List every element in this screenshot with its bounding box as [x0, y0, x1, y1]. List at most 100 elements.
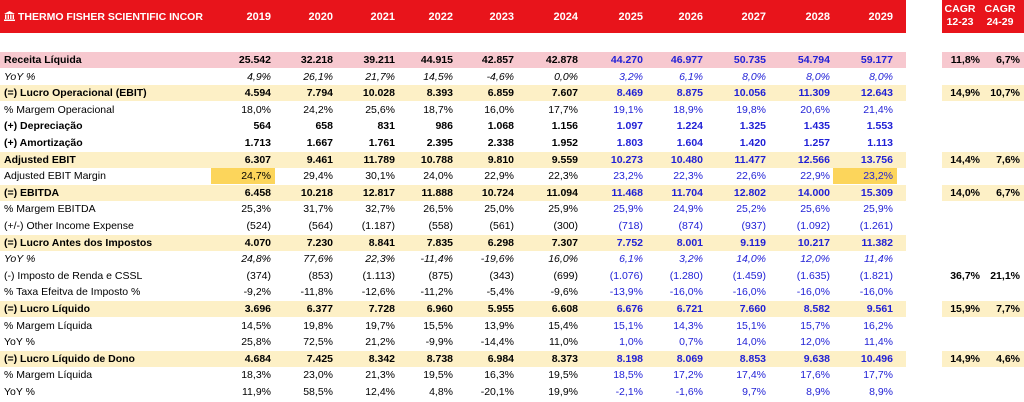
value-cell: 10.273 — [610, 154, 643, 166]
year-header-2024: 2024 — [553, 11, 578, 23]
value-cell: 15,1% — [736, 320, 766, 332]
value-cell: 31,7% — [303, 203, 333, 215]
value-cell: 58,5% — [303, 386, 333, 398]
year-header-2026: 2026 — [678, 11, 703, 23]
value-cell: 1.667 — [306, 137, 333, 149]
value-cell: 24,8% — [241, 253, 271, 265]
value-cell: 19,9% — [548, 386, 578, 398]
value-cell: 17,2% — [673, 369, 703, 381]
table-row: % Margem Líquida 18,3% 23,0% 21,3% 19,5% 16,3… — [0, 367, 906, 383]
row-label: Receita Líquida — [4, 54, 82, 66]
value-cell: 2.395 — [426, 137, 453, 149]
value-cell: 1.952 — [551, 137, 578, 149]
value-cell: 12,0% — [800, 253, 830, 265]
table-row: Adjusted EBIT Margin 24,7% 29,4% 30,1% 24,0%… — [0, 168, 906, 184]
value-cell: (1.821) — [859, 270, 893, 282]
row-label: % Margem Líquida — [4, 320, 93, 332]
cagr-value: 21,1% — [990, 270, 1020, 282]
table-row: % Margem Líquida 14,5% 19,8% 19,7% 15,5% 13,9… — [0, 318, 906, 334]
value-cell: 6,1% — [679, 71, 703, 83]
value-cell: 12.817 — [362, 187, 395, 199]
value-cell: 3,2% — [679, 253, 703, 265]
value-cell: 12.802 — [733, 187, 766, 199]
row-label: Adjusted EBIT — [4, 154, 76, 166]
value-cell: 5.955 — [487, 303, 514, 315]
value-cell: 10.218 — [300, 187, 333, 199]
value-cell: 21,2% — [365, 336, 395, 348]
value-cell: 0,7% — [679, 336, 703, 348]
value-cell: 1.097 — [616, 120, 643, 132]
value-cell: 7.307 — [551, 237, 578, 249]
cagr-row: 14,9% 4,6% — [942, 351, 1024, 367]
value-cell: 4.070 — [244, 237, 271, 249]
value-cell: 42.878 — [545, 54, 578, 66]
value-cell: -16,0% — [859, 286, 893, 298]
value-cell: 11.094 — [546, 187, 578, 199]
value-cell: 22,9% — [484, 170, 514, 182]
value-cell: 9,7% — [742, 386, 766, 398]
value-cell: 54.794 — [797, 54, 830, 66]
value-cell: 11.789 — [363, 154, 395, 166]
table-row: YoY % 4,9% 26,1% 21,7% 14,5% -4,6% 0,0% 3,2% 6,1… — [0, 69, 906, 85]
value-cell: 17,6% — [800, 369, 830, 381]
value-cell: 11.468 — [611, 187, 643, 199]
value-cell: 11,4% — [864, 336, 893, 348]
value-cell: 14,0% — [736, 253, 766, 265]
value-cell: 77,6% — [303, 253, 333, 265]
value-cell: 30,1% — [365, 170, 395, 182]
value-cell: 13.756 — [860, 154, 893, 166]
value-cell: 19,7% — [365, 320, 395, 332]
company-name: THERMO FISHER SCIENTIFIC INCOR — [18, 11, 203, 23]
value-cell: -20,1% — [480, 386, 514, 398]
value-cell: 22,3% — [365, 253, 395, 265]
value-cell: -9,9% — [425, 336, 453, 348]
value-cell: 12.643 — [860, 87, 893, 99]
value-cell: 22,9% — [800, 170, 830, 182]
value-cell: 0,0% — [554, 71, 578, 83]
value-cell: 26,1% — [303, 71, 333, 83]
cagr-header-line2: 24-29 — [986, 16, 1014, 28]
value-cell: 22,6% — [736, 170, 766, 182]
bank-icon — [4, 11, 15, 21]
table-row: (+) Depreciação 564 658 831 986 1.068 1.156 1.0… — [0, 118, 906, 134]
row-label: (+) Depreciação — [4, 120, 83, 132]
value-cell: 14,0% — [736, 336, 766, 348]
value-cell: 17,7% — [548, 104, 578, 116]
value-cell: 46.977 — [670, 54, 703, 66]
value-cell: (937) — [741, 220, 766, 232]
row-label: % Taxa Efeitva de Imposto % — [4, 286, 141, 298]
value-cell: 19,1% — [613, 104, 643, 116]
value-cell: -4,6% — [486, 71, 514, 83]
value-cell: (874) — [678, 220, 703, 232]
cagr-value: 36,7% — [950, 270, 980, 282]
value-cell: 4,9% — [247, 71, 271, 83]
table-row: Receita Líquida 25.542 32.218 39.211 44.915 4… — [0, 52, 906, 68]
value-cell: 23,2% — [833, 168, 897, 184]
cagr-row: 15,9% 7,7% — [942, 301, 1024, 317]
value-cell: (524) — [246, 220, 271, 232]
value-cell: 658 — [315, 120, 333, 132]
value-cell: (853) — [308, 270, 333, 282]
value-cell: 22,3% — [548, 170, 578, 182]
row-label: Adjusted EBIT Margin — [4, 170, 106, 182]
value-cell: 44.915 — [420, 54, 453, 66]
value-cell: 564 — [253, 120, 271, 132]
cagr-value: 4,6% — [996, 353, 1020, 365]
value-cell: 25,9% — [548, 203, 578, 215]
value-cell: 1.435 — [803, 120, 830, 132]
value-cell: 18,7% — [423, 104, 453, 116]
table-row: YoY % 25,8% 72,5% 21,2% -9,9% -14,4% 11,0% 1,0%… — [0, 334, 906, 350]
value-cell: 7.728 — [368, 303, 395, 315]
value-cell: -11,2% — [420, 286, 454, 298]
value-cell: 59.177 — [860, 54, 893, 66]
value-cell: 50.735 — [733, 54, 766, 66]
value-cell: (1.113) — [362, 270, 396, 282]
row-label: (-) Imposto de Renda e CSSL — [4, 270, 143, 282]
value-cell: 831 — [377, 120, 395, 132]
value-cell: 19,8% — [303, 320, 333, 332]
value-cell: 10.028 — [362, 87, 395, 99]
value-cell: 11,0% — [549, 336, 578, 348]
table-row: (+/-) Other Income Expense (524) (564) (1.1… — [0, 218, 906, 234]
row-label: (=) Lucro Operacional (EBIT) — [4, 87, 147, 99]
value-cell: 1.761 — [368, 137, 395, 149]
